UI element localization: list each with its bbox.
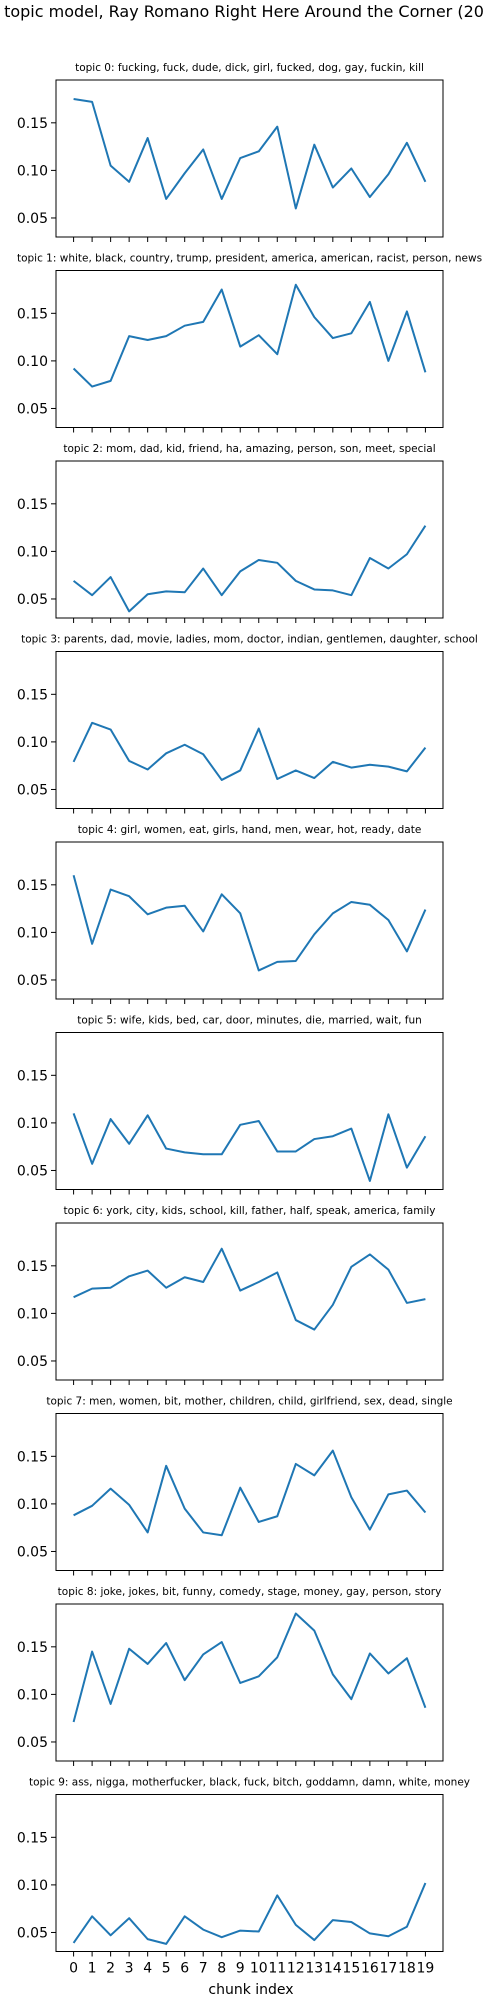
y-tick-label: 0.15 bbox=[17, 1640, 48, 1656]
y-tick-label: 0.15 bbox=[17, 306, 48, 322]
y-tick-label: 0.10 bbox=[17, 1306, 48, 1322]
y-tick-label: 0.05 bbox=[17, 973, 48, 989]
subplot-title: topic 7: men, women, bit, mother, childr… bbox=[46, 1396, 452, 1408]
figure-title: topic model, Ray Romano Right Here Aroun… bbox=[4, 2, 484, 21]
y-tick-label: 0.10 bbox=[17, 1687, 48, 1703]
plot-area-frame bbox=[55, 270, 444, 428]
subplot-title: topic 5: wife, kids, bed, car, door, min… bbox=[77, 1015, 422, 1027]
subplot-topic-4: topic 4: girl, women, eat, girls, hand, … bbox=[17, 824, 444, 1004]
x-tick-label: 15 bbox=[342, 1961, 360, 1977]
y-tick-label: 0.05 bbox=[17, 1735, 48, 1751]
x-tick-label: 7 bbox=[199, 1961, 208, 1977]
y-tick-label: 0.10 bbox=[17, 925, 48, 941]
x-tick-label: 13 bbox=[305, 1961, 323, 1977]
series-line bbox=[72, 1113, 427, 1182]
y-tick-label: 0.15 bbox=[17, 687, 48, 703]
x-tick-label: 14 bbox=[324, 1961, 342, 1977]
y-tick-label: 0.15 bbox=[17, 497, 48, 513]
x-tick-label: 19 bbox=[416, 1961, 434, 1977]
y-tick-label: 0.10 bbox=[17, 1497, 48, 1513]
x-tick-label: 4 bbox=[143, 1961, 152, 1977]
x-tick-label: 12 bbox=[287, 1961, 305, 1977]
y-tick-label: 0.15 bbox=[17, 878, 48, 894]
series-line bbox=[72, 721, 427, 781]
y-tick-label: 0.10 bbox=[17, 1116, 48, 1132]
x-tick-label: 6 bbox=[180, 1961, 189, 1977]
x-tick-label: 11 bbox=[268, 1961, 286, 1977]
y-tick-label: 0.10 bbox=[17, 544, 48, 560]
subplot-title: topic 1: white, black, country, trump, p… bbox=[17, 253, 482, 265]
subplot-title: topic 3: parents, dad, movie, ladies, mo… bbox=[21, 634, 478, 646]
x-tick-label: 16 bbox=[361, 1961, 379, 1977]
x-tick-label: 10 bbox=[250, 1961, 268, 1977]
subplot-grid: topic 0: fucking, fuck, dude, dick, girl… bbox=[17, 62, 482, 1977]
series-line bbox=[73, 1247, 426, 1331]
series-line bbox=[72, 1882, 427, 1945]
series-line bbox=[72, 283, 427, 388]
x-tick-label: 5 bbox=[162, 1961, 171, 1977]
subplot-title: topic 6: york, city, kids, school, kill,… bbox=[63, 1205, 435, 1217]
subplot-topic-7: topic 7: men, women, bit, mother, childr… bbox=[17, 1396, 453, 1576]
y-tick-label: 0.05 bbox=[17, 1925, 48, 1941]
subplot-topic-6: topic 6: york, city, kids, school, kill,… bbox=[17, 1205, 444, 1385]
y-tick-label: 0.05 bbox=[17, 211, 48, 227]
x-tick-label: 0 bbox=[69, 1961, 78, 1977]
x-tick-label: 2 bbox=[106, 1961, 115, 1977]
plot-area-frame bbox=[55, 1603, 444, 1762]
series-line bbox=[72, 875, 427, 972]
y-tick-label: 0.10 bbox=[17, 1878, 48, 1894]
subplot-topic-5: topic 5: wife, kids, bed, car, door, min… bbox=[17, 1015, 444, 1195]
y-tick-label: 0.05 bbox=[17, 782, 48, 798]
x-tick-label: 1 bbox=[88, 1961, 97, 1977]
plot-area-frame bbox=[55, 1222, 444, 1381]
series-line bbox=[72, 525, 427, 613]
x-tick-label: 9 bbox=[236, 1961, 245, 1977]
y-tick-label: 0.05 bbox=[17, 592, 48, 608]
plot-area-frame bbox=[55, 1794, 444, 1952]
y-tick-label: 0.10 bbox=[17, 163, 48, 179]
subplot-title: topic 2: mom, dad, kid, friend, ha, amaz… bbox=[63, 443, 435, 455]
y-tick-label: 0.15 bbox=[17, 1449, 48, 1465]
plot-area-frame bbox=[55, 1032, 444, 1190]
subplot-topic-0: topic 0: fucking, fuck, dude, dick, girl… bbox=[17, 62, 444, 242]
subplot-topic-1: topic 1: white, black, country, trump, p… bbox=[17, 253, 482, 433]
subplot-title: topic 4: girl, women, eat, girls, hand, … bbox=[78, 824, 422, 836]
plot-area-frame bbox=[55, 1413, 444, 1571]
y-tick-label: 0.15 bbox=[17, 1830, 48, 1846]
y-tick-label: 0.05 bbox=[17, 1354, 48, 1370]
plot-area-frame bbox=[55, 651, 444, 809]
subplot-topic-8: topic 8: joke, jokes, bit, funny, comedy… bbox=[17, 1586, 444, 1766]
y-tick-label: 0.15 bbox=[17, 116, 48, 132]
plot-area-frame bbox=[55, 79, 444, 238]
plot-area-frame bbox=[55, 841, 444, 1000]
x-axis-label: chunk index bbox=[208, 1982, 293, 1998]
subplot-title: topic 0: fucking, fuck, dude, dick, girl… bbox=[75, 62, 424, 74]
x-tick-label: 8 bbox=[217, 1961, 226, 1977]
y-tick-label: 0.15 bbox=[17, 1259, 48, 1275]
series-line bbox=[73, 98, 427, 210]
x-tick-label: 3 bbox=[125, 1961, 134, 1977]
subplot-title: topic 9: ass, nigga, motherfucker, black… bbox=[29, 1777, 470, 1789]
y-tick-label: 0.05 bbox=[17, 1163, 48, 1179]
series-line bbox=[73, 1449, 427, 1537]
y-tick-label: 0.05 bbox=[17, 1544, 48, 1560]
y-tick-label: 0.10 bbox=[17, 735, 48, 751]
y-tick-label: 0.15 bbox=[17, 1068, 48, 1084]
subplot-title: topic 8: joke, jokes, bit, funny, comedy… bbox=[58, 1586, 442, 1598]
y-tick-label: 0.10 bbox=[17, 354, 48, 370]
subplot-topic-9: topic 9: ass, nigga, motherfucker, black… bbox=[17, 1777, 470, 1977]
subplot-topic-3: topic 3: parents, dad, movie, ladies, mo… bbox=[17, 634, 478, 814]
plot-area-frame bbox=[55, 460, 444, 619]
series-line bbox=[72, 1612, 427, 1723]
subplot-topic-2: topic 2: mom, dad, kid, friend, ha, amaz… bbox=[17, 443, 444, 623]
x-tick-label: 17 bbox=[379, 1961, 397, 1977]
y-tick-label: 0.05 bbox=[17, 401, 48, 417]
x-tick-label: 18 bbox=[398, 1961, 416, 1977]
